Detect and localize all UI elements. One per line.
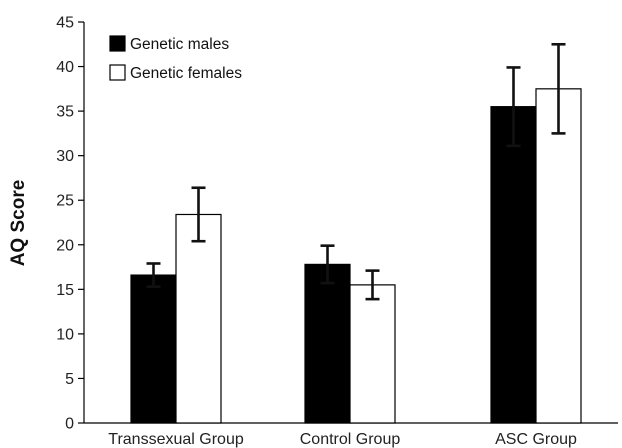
x-category-label: ASC Group (495, 431, 577, 448)
x-category-label: Control Group (300, 431, 401, 448)
bar-genetic-females (535, 88, 582, 424)
y-tick-label: 45 (56, 15, 74, 32)
y-tick-label: 0 (65, 416, 74, 433)
y-tick-label: 15 (56, 282, 74, 299)
legend-label-genetic-males: Genetic males (130, 36, 229, 53)
y-tick-label: 25 (56, 193, 74, 210)
bar-genetic-males (130, 274, 177, 424)
y-tick-label: 30 (56, 148, 74, 165)
y-tick-label: 40 (56, 59, 74, 76)
x-category-label: Transsexual Group (108, 431, 244, 448)
y-tick-label: 35 (56, 104, 74, 121)
y-tick-label: 20 (56, 237, 74, 254)
legend-swatch-genetic-males (109, 35, 126, 52)
legend-label-genetic-females: Genetic females (130, 65, 242, 82)
plot-area: 0 5 10 15 20 25 30 35 40 45 Transsexual Group Contr… (56, 15, 618, 448)
bar-genetic-females (349, 284, 396, 424)
y-tick-label: 10 (56, 326, 74, 343)
bar-genetic-females (175, 213, 222, 424)
y-axis-label: AQ Score (8, 180, 29, 267)
bar-genetic-males (490, 106, 537, 424)
legend-swatch-genetic-females (109, 64, 126, 81)
bar-genetic-males (304, 263, 351, 424)
y-tick-label: 5 (65, 371, 74, 388)
